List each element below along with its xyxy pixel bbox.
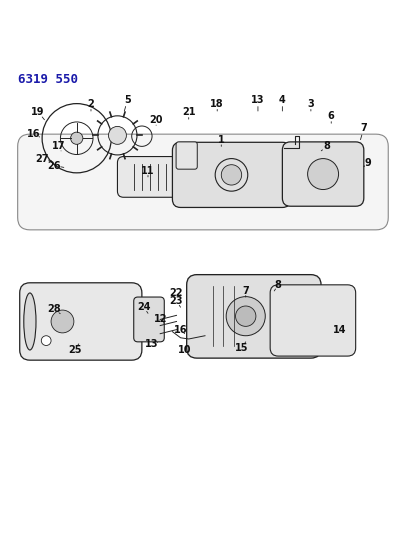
Ellipse shape bbox=[24, 293, 36, 350]
Text: 28: 28 bbox=[47, 304, 61, 314]
Text: 9: 9 bbox=[364, 158, 371, 168]
Text: 22: 22 bbox=[169, 288, 183, 298]
Text: 18: 18 bbox=[210, 99, 223, 109]
Text: 27: 27 bbox=[35, 154, 49, 164]
Text: 6: 6 bbox=[327, 111, 334, 121]
Text: 20: 20 bbox=[149, 115, 162, 125]
Text: 8: 8 bbox=[274, 280, 281, 290]
Text: 24: 24 bbox=[137, 302, 150, 312]
Text: 3: 3 bbox=[307, 99, 313, 109]
Text: 16: 16 bbox=[27, 129, 40, 139]
FancyBboxPatch shape bbox=[18, 134, 387, 230]
FancyBboxPatch shape bbox=[186, 274, 320, 358]
Circle shape bbox=[221, 165, 241, 185]
Text: 5: 5 bbox=[124, 94, 131, 104]
Circle shape bbox=[226, 297, 265, 336]
Text: 23: 23 bbox=[169, 296, 183, 306]
Text: 7: 7 bbox=[360, 123, 366, 133]
Text: 14: 14 bbox=[332, 325, 345, 335]
Text: 13: 13 bbox=[251, 94, 264, 104]
FancyBboxPatch shape bbox=[172, 142, 290, 207]
Text: 4: 4 bbox=[278, 94, 285, 104]
Text: 17: 17 bbox=[52, 141, 65, 151]
FancyBboxPatch shape bbox=[175, 142, 197, 169]
Circle shape bbox=[307, 159, 338, 190]
Text: 25: 25 bbox=[68, 345, 81, 355]
Text: 6319 550: 6319 550 bbox=[18, 73, 77, 86]
Text: 15: 15 bbox=[234, 343, 248, 353]
Text: 7: 7 bbox=[242, 286, 249, 296]
Text: 21: 21 bbox=[182, 107, 195, 117]
Text: 8: 8 bbox=[323, 141, 330, 151]
Text: 13: 13 bbox=[145, 339, 158, 349]
Text: 12: 12 bbox=[153, 314, 166, 325]
Text: 1: 1 bbox=[217, 135, 224, 146]
FancyBboxPatch shape bbox=[20, 283, 142, 360]
Text: 10: 10 bbox=[178, 345, 191, 355]
Circle shape bbox=[108, 126, 126, 144]
Circle shape bbox=[235, 306, 255, 326]
Text: 11: 11 bbox=[141, 166, 154, 176]
FancyBboxPatch shape bbox=[282, 142, 363, 206]
FancyBboxPatch shape bbox=[133, 297, 164, 342]
Circle shape bbox=[51, 310, 74, 333]
FancyBboxPatch shape bbox=[117, 157, 178, 197]
Text: 26: 26 bbox=[47, 160, 61, 171]
Circle shape bbox=[41, 336, 51, 345]
Text: 19: 19 bbox=[31, 107, 45, 117]
Circle shape bbox=[70, 132, 83, 144]
FancyBboxPatch shape bbox=[270, 285, 355, 356]
Text: 2: 2 bbox=[88, 99, 94, 109]
Text: 16: 16 bbox=[173, 325, 187, 335]
